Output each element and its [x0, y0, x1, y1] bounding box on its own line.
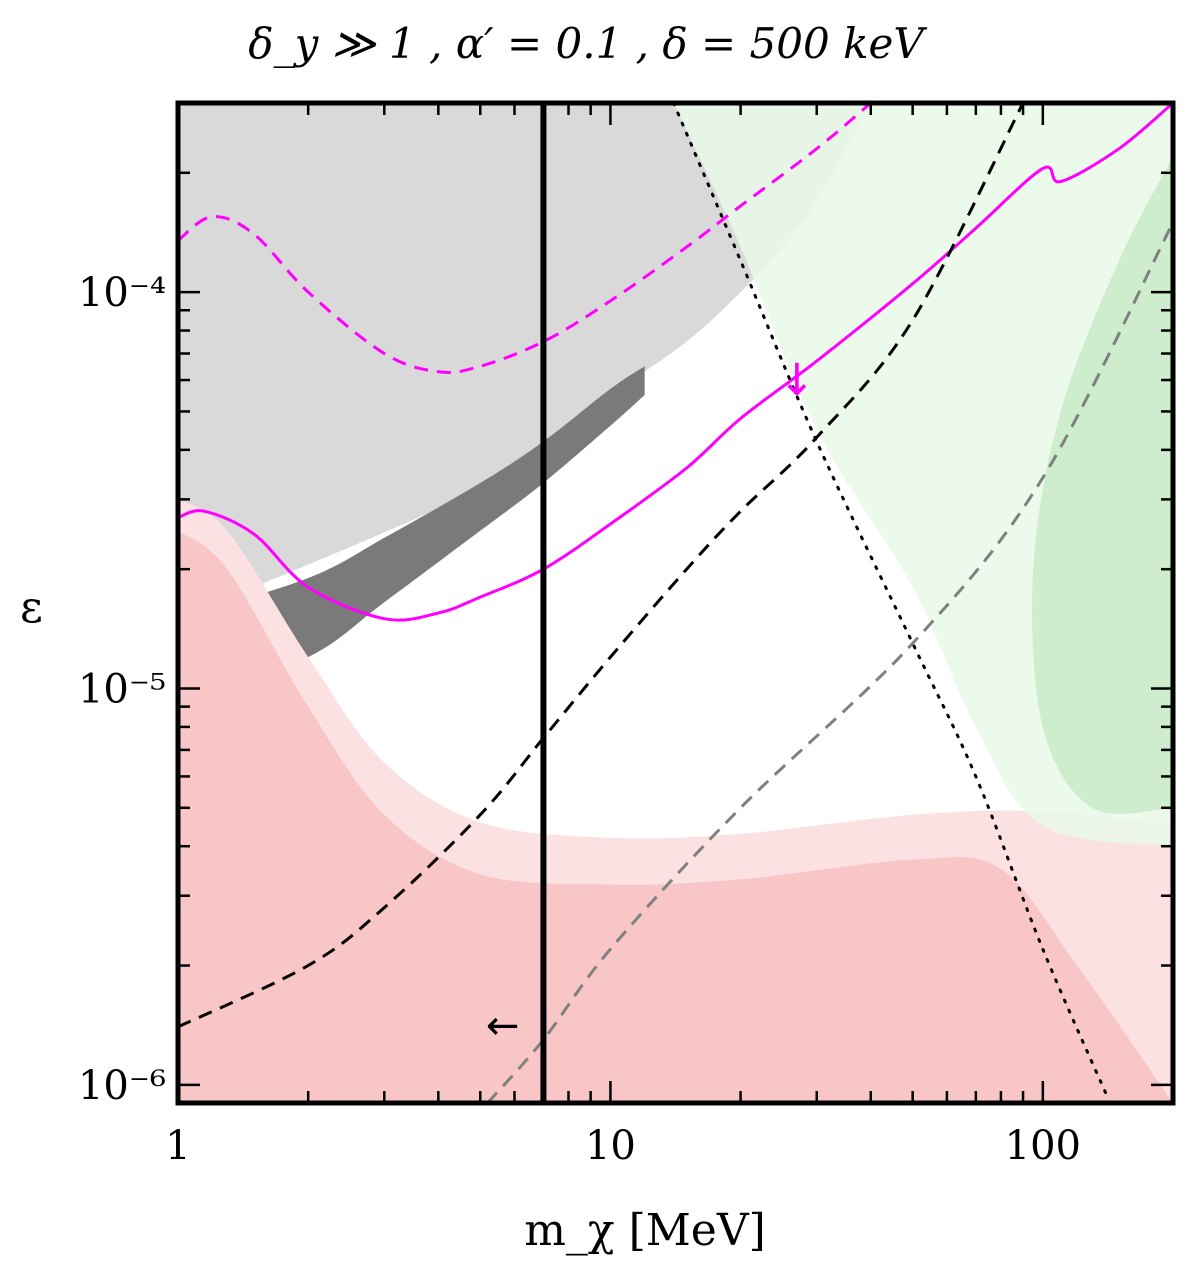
red-excluded-region: [178, 530, 1173, 1103]
gray-excluded-light-region: [178, 103, 871, 619]
chart-title: δ_y ≫ 1 , α′ = 0.1 , δ = 500 keV: [248, 19, 927, 68]
magenta-solid-line: [178, 103, 1173, 622]
x-tick-label: 100: [1005, 1123, 1081, 1169]
gray-dashed-line: [486, 221, 1173, 1103]
plot-frame: [175, 100, 1176, 1106]
x-tick-label: 10: [585, 1123, 636, 1169]
black-dashed-line: [178, 103, 1025, 1029]
arrow-left-annotation: ←: [486, 1003, 520, 1049]
green-excluded-region: [1032, 156, 1173, 814]
magenta-dashed-line: [178, 103, 872, 374]
y-tick-label: 10⁻⁴: [78, 270, 166, 316]
x-axis-label: m_χ [MeV]: [524, 1205, 766, 1256]
y-axis-label: ε: [20, 582, 43, 633]
chart-annotations: ←↓: [486, 355, 815, 1049]
gray-excluded-dark-band-region: [178, 366, 645, 707]
black-dotted-line: [672, 103, 1108, 1096]
chart-series: [178, 103, 1173, 1103]
axis-ticks: 1 10 100 10⁻⁶ 10⁻⁵ 10⁻⁴: [78, 103, 1175, 1169]
y-tick-label: 10⁻⁵: [78, 666, 166, 712]
y-tick-label: 10⁻⁶: [78, 1063, 166, 1109]
exclusion-regions: [178, 103, 1173, 1103]
arrow-down-annotation: ↓: [779, 355, 816, 406]
x-tick-label: 1: [165, 1123, 190, 1169]
